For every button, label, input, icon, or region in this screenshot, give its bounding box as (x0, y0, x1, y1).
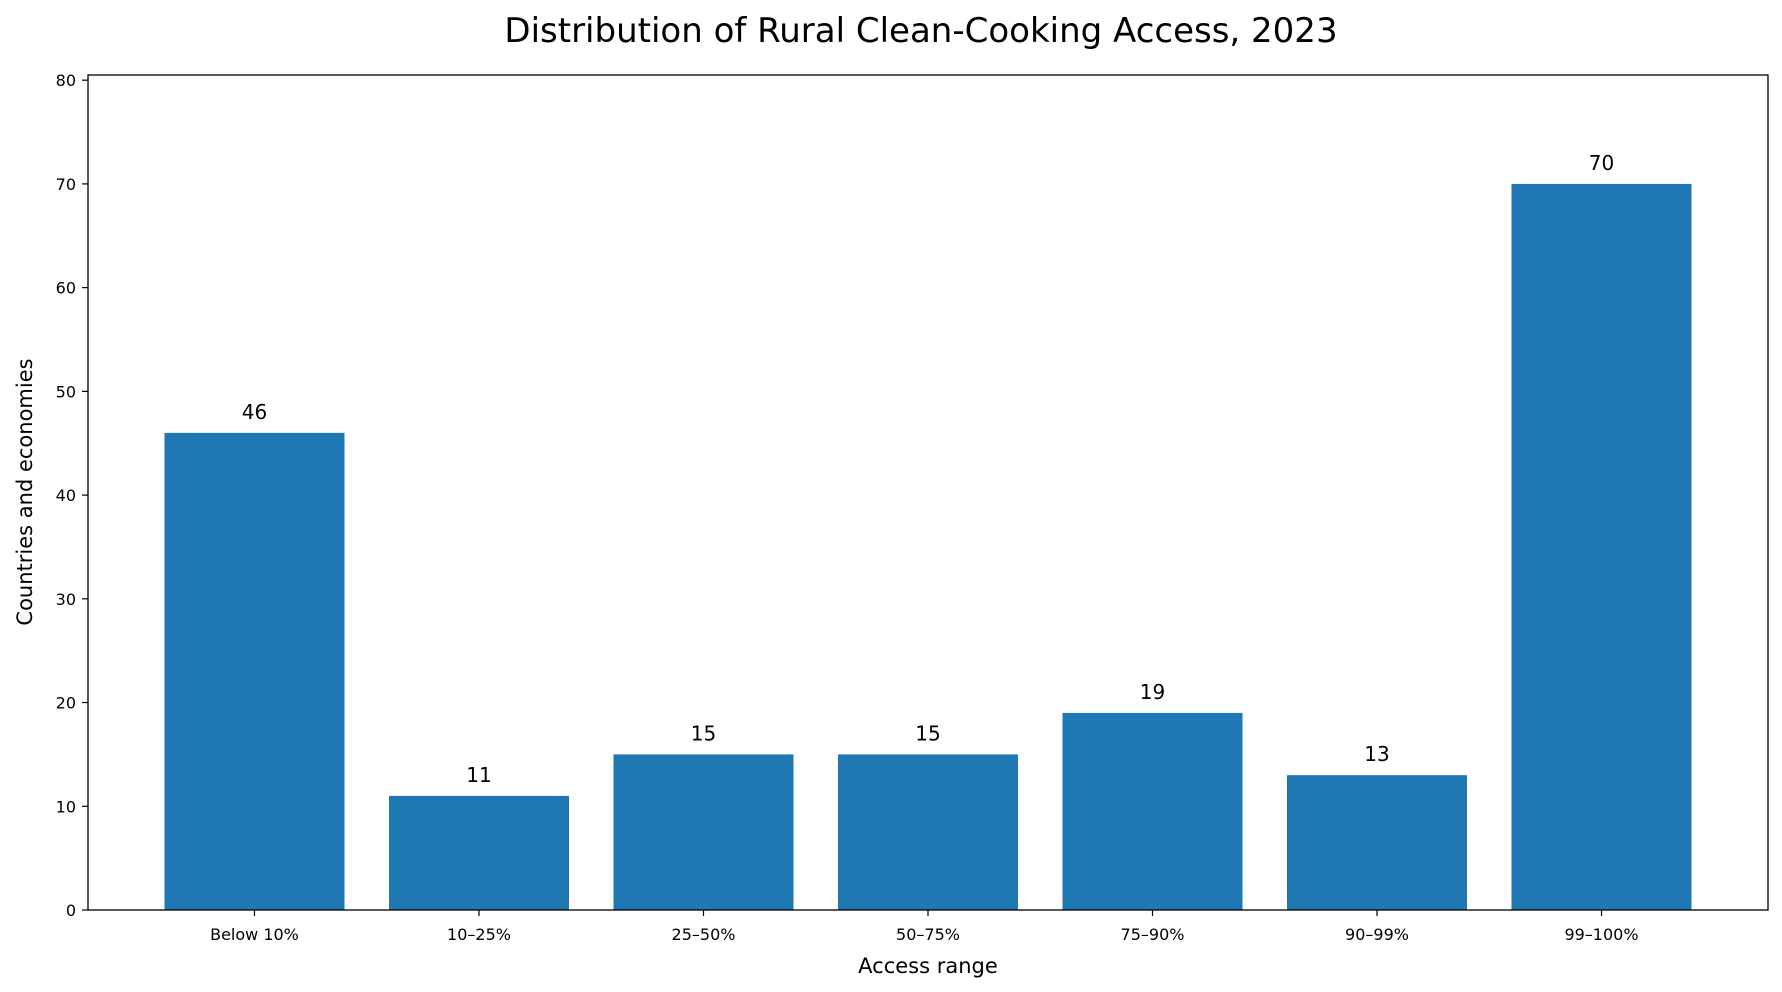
bars-layer (164, 183, 1692, 911)
bar-value-label: 19 (1140, 680, 1165, 704)
bar-value-label: 11 (466, 763, 491, 787)
x-axis-title: Access range (858, 954, 998, 978)
bar (389, 795, 569, 910)
chart-title: Distribution of Rural Clean-Cooking Acce… (504, 11, 1337, 51)
y-axis: 0 10 20 30 40 50 60 70 80 (56, 71, 88, 920)
y-tick-label: 70 (56, 175, 76, 194)
x-tick-label: Below 10% (210, 925, 299, 944)
y-tick-label: 80 (56, 71, 76, 90)
bar (613, 754, 794, 910)
bar (1287, 775, 1467, 910)
bar (1511, 183, 1692, 911)
x-tick-label: 50–75% (896, 925, 960, 944)
bar-value-label: 46 (242, 400, 267, 424)
y-axis-title: Countries and economies (13, 358, 37, 625)
x-tick-label: 90–99% (1345, 925, 1409, 944)
bar (164, 432, 345, 910)
y-tick-label: 30 (56, 590, 76, 609)
y-tick-label: 20 (56, 694, 76, 713)
data-labels-layer: 46 11 15 15 19 13 70 (242, 151, 1614, 787)
bar-value-label: 70 (1589, 151, 1614, 175)
bar-value-label: 15 (915, 721, 940, 745)
y-tick-label: 0 (66, 901, 76, 920)
y-tick-label: 40 (56, 486, 76, 505)
x-tick-label: 99–100% (1564, 925, 1638, 944)
bar-value-label: 13 (1364, 742, 1389, 766)
y-tick-label: 60 (56, 279, 76, 298)
plot-frame (87, 74, 1769, 911)
bar (838, 754, 1018, 910)
y-tick-label: 50 (56, 382, 76, 401)
x-tick-label: 75–90% (1121, 925, 1185, 944)
y-tick-label: 10 (56, 797, 76, 816)
bar (1062, 712, 1243, 910)
x-tick-label: 10–25% (447, 925, 511, 944)
bar-value-label: 15 (691, 721, 716, 745)
x-tick-label: 25–50% (672, 925, 736, 944)
x-axis: Below 10% 10–25% 25–50% 50–75% 75–90% 90–99% 9… (210, 910, 1639, 944)
